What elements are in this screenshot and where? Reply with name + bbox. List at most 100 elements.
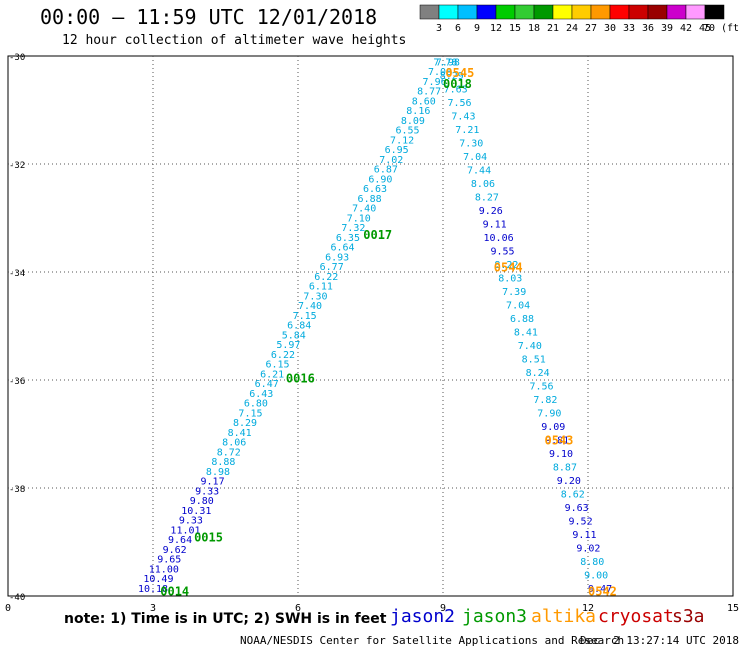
colorbar-swatch — [609, 4, 630, 20]
colorbar-swatch — [685, 4, 706, 20]
x-tick-label: 9 — [440, 603, 446, 614]
swh-value: 7.40 — [298, 301, 322, 312]
swh-value: 6.80 — [244, 399, 268, 410]
swh-value: 7.21 — [455, 125, 479, 136]
colorbar-swatch — [666, 4, 687, 20]
y-tick-label: -30 — [9, 53, 25, 63]
swh-value: 7.78 — [433, 57, 457, 68]
swh-value: 6.63 — [363, 184, 387, 195]
swh-value: 6.35 — [336, 233, 360, 244]
swh-value: 6.87 — [374, 165, 398, 176]
time-label: 0018 — [443, 77, 472, 91]
colorbar-label: 6 — [455, 23, 461, 34]
colorbar-swatch — [419, 4, 440, 20]
swh-value: 9.10 — [549, 449, 573, 460]
swh-value: 7.90 — [537, 408, 561, 419]
swh-value: 7.98 — [436, 57, 460, 68]
swh-value: 8.41 — [228, 428, 252, 439]
swh-value: 7.63 — [444, 84, 468, 95]
swh-value: 9.62 — [163, 545, 187, 556]
y-tick-label: -36 — [9, 377, 25, 387]
swh-value: 8.29 — [233, 418, 257, 429]
swh-value: 8.88 — [211, 457, 235, 468]
swh-value: 8.16 — [406, 106, 430, 117]
swh-value: 7.96 — [423, 77, 447, 88]
colorbar-swatch — [438, 4, 459, 20]
swh-value: 7.15 — [293, 311, 317, 322]
swh-value: 9.80 — [190, 496, 214, 507]
swh-value: 6.93 — [325, 252, 349, 263]
swh-value: 7.30 — [459, 138, 483, 149]
plot-frame — [7, 55, 734, 597]
swh-value: 7.15 — [238, 408, 262, 419]
timestamp-text: Dec 2 13:27:14 UTC 2018 — [580, 634, 739, 647]
swh-value: 8.27 — [475, 192, 499, 203]
time-label: 0544 — [494, 261, 523, 275]
swh-value: 9.81 — [545, 435, 569, 446]
swh-value: 6.47 — [255, 379, 279, 390]
swh-value: 6.84 — [287, 321, 311, 332]
swh-value: 7.08 — [428, 67, 452, 78]
colorbar-swatch — [628, 4, 649, 20]
swh-value: 8.22 — [494, 260, 518, 271]
swh-value: 8.80 — [580, 557, 604, 568]
colorbar-label: 36 — [642, 23, 654, 34]
swh-value: 8.51 — [522, 354, 546, 365]
swh-value: 6.43 — [249, 389, 273, 400]
swh-value: 7.02 — [379, 155, 403, 166]
colorbar-swatch — [514, 4, 535, 20]
swh-value: 7.44 — [467, 165, 491, 176]
time-label: 0014 — [160, 585, 189, 599]
colorbar-label: 9 — [474, 23, 480, 34]
swh-value: 6.21 — [260, 369, 284, 380]
swh-value: 9.33 — [179, 516, 203, 527]
colorbar-label: 33 — [623, 23, 635, 34]
x-tick-label: 6 — [295, 603, 301, 614]
colorbar-label: 27 — [585, 23, 597, 34]
colorbar-label: 18 — [528, 23, 540, 34]
time-label: 0017 — [363, 228, 392, 242]
swh-value: 9.17 — [201, 477, 225, 488]
swh-value: 8.62 — [561, 489, 585, 500]
swh-value: 9.20 — [557, 476, 581, 487]
swh-value: 6.55 — [395, 126, 419, 137]
y-tick-label: -40 — [9, 593, 25, 603]
x-tick-label: 12 — [582, 603, 594, 614]
swh-value: 9.33 — [195, 486, 219, 497]
colorbar-label: 45 — [699, 23, 711, 34]
swh-value: 11.01 — [170, 525, 200, 536]
swh-value: 8.06 — [222, 438, 246, 449]
swh-value: 5.84 — [282, 330, 306, 341]
y-tick-label: -38 — [9, 485, 25, 495]
swh-value: 6.11 — [309, 282, 333, 293]
colorbar-label: 3 — [436, 23, 442, 34]
swh-value: 8.03 — [498, 273, 522, 284]
swh-value: 10.49 — [143, 574, 173, 585]
legend-s3a: s3a — [672, 606, 705, 627]
swh-value: 7.82 — [533, 395, 557, 406]
swh-value: 6.77 — [320, 262, 344, 273]
swh-value: 7.04 — [506, 300, 530, 311]
swh-value: 8.41 — [514, 327, 538, 338]
swh-value: 9.65 — [157, 555, 181, 566]
swh-value: 10.31 — [181, 506, 211, 517]
colorbar-swatch — [552, 4, 573, 20]
swh-value: 9.63 — [565, 503, 589, 514]
swh-value: 8.87 — [553, 462, 577, 473]
legend-altika: altika — [531, 606, 597, 627]
colorbar-swatch — [571, 4, 592, 20]
colorbar-label: 30 — [604, 23, 616, 34]
swh-value: 6.64 — [330, 243, 354, 254]
swh-value: 9.11 — [572, 530, 596, 541]
swh-value: 7.40 — [352, 204, 376, 215]
swh-value: 9.09 — [541, 422, 565, 433]
swh-value: 7.56 — [529, 381, 553, 392]
swh-value: 7.32 — [341, 223, 365, 234]
swh-value: 8.60 — [412, 96, 436, 107]
swh-value: 8.09 — [401, 116, 425, 127]
legend-jason3: jason3 — [462, 606, 528, 627]
time-label: 0545 — [445, 66, 474, 80]
swh-value: 8.77 — [417, 87, 441, 98]
chart-title: 00:00 — 11:59 UTC 12/01/2018 — [40, 5, 378, 29]
